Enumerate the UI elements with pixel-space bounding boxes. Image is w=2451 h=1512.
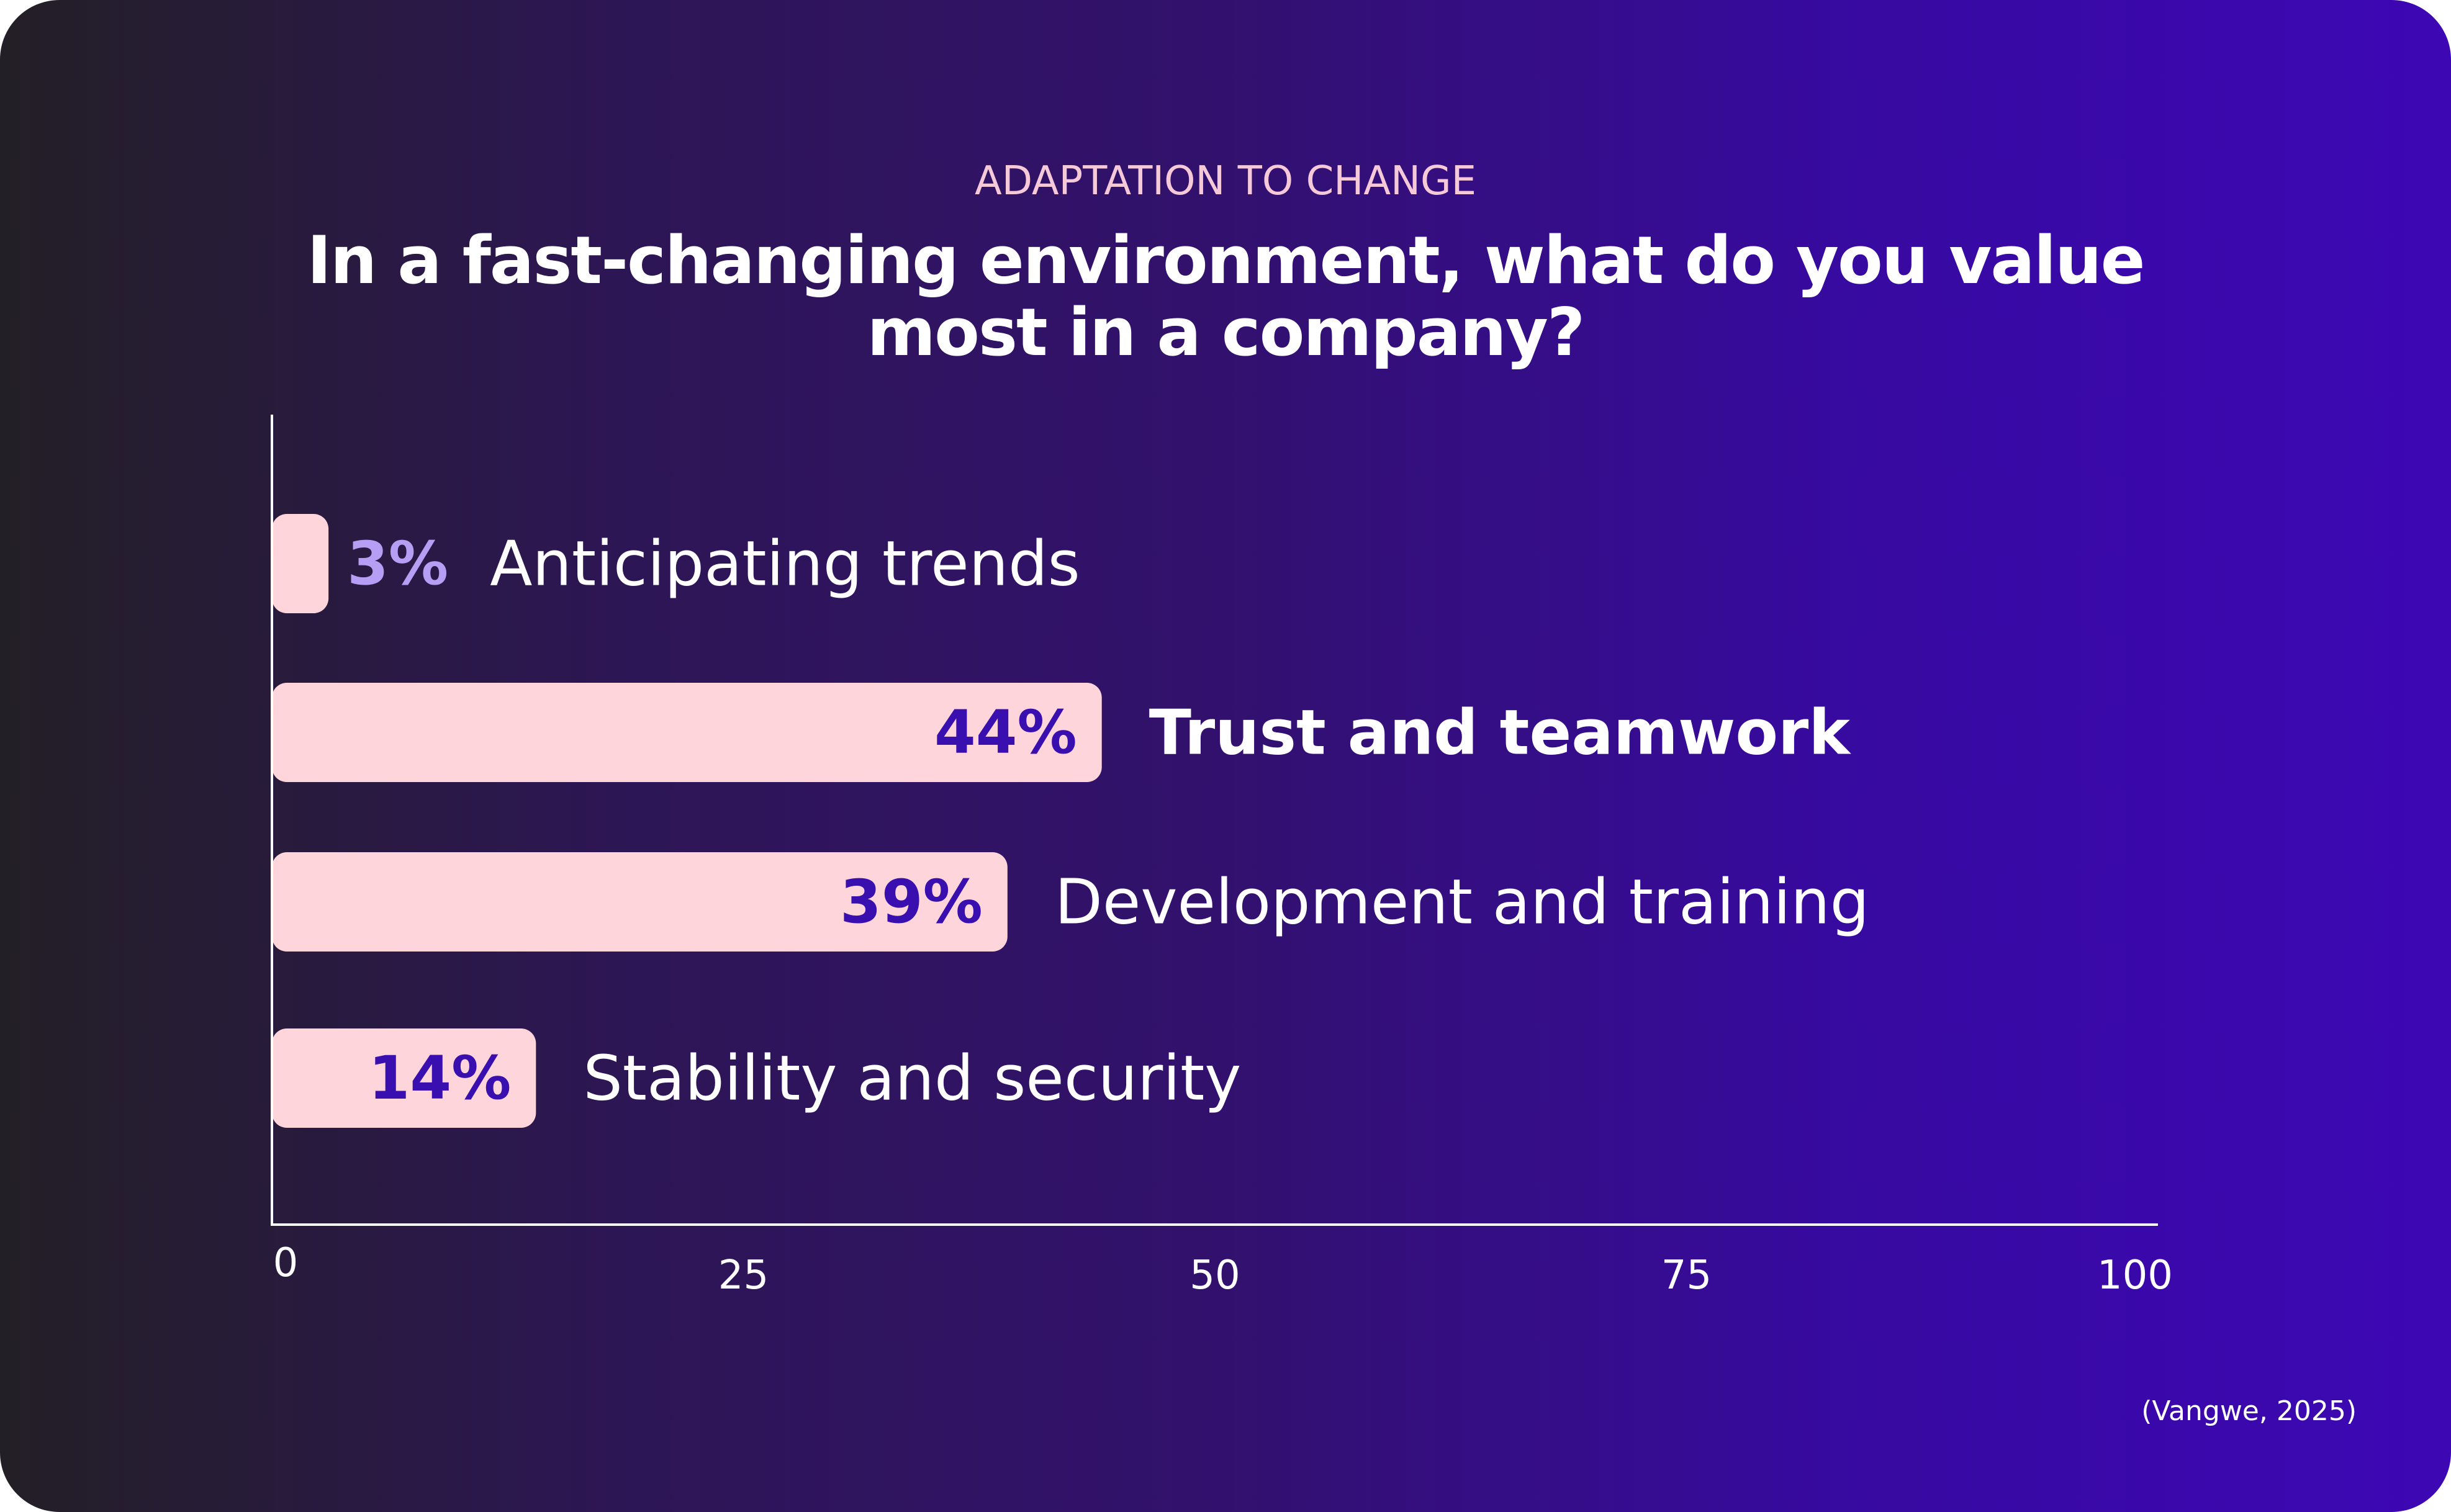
category-label-stability-and-security: Stability and security	[583, 1042, 1241, 1115]
value-label-development-and-training: 39%	[840, 867, 983, 937]
x-tick-label-50: 50	[1189, 1253, 1240, 1298]
x-tick-label-100: 100	[2097, 1253, 2173, 1298]
x-tick-label-25: 25	[718, 1253, 769, 1298]
value-label-anticipating-trends: 3%	[347, 529, 448, 598]
bars-layer	[272, 514, 1102, 1128]
value-label-stability-and-security: 14%	[369, 1043, 512, 1113]
chart-title: In a fast-changing environment, what do …	[307, 222, 2145, 371]
category-label-anticipating-trends: Anticipating trends	[490, 528, 1080, 600]
source-note: (Vangwe, 2025)	[2141, 1395, 2357, 1427]
bar-development-and-training	[272, 852, 1008, 952]
bar-anticipating-trends	[272, 514, 329, 613]
value-label-trust-and-teamwork: 44%	[934, 698, 1077, 767]
x-tick-label-0: 0	[273, 1240, 299, 1286]
chart-subtitle: ADAPTATION TO CHANGE	[974, 158, 1477, 204]
category-label-trust-and-teamwork: Trust and teamwork	[1149, 696, 1852, 769]
bar-trust-and-teamwork	[272, 683, 1102, 782]
x-tick-label-75: 75	[1661, 1253, 1712, 1298]
bar-stability-and-security	[272, 1028, 536, 1128]
x-tick-labels: 0 25 50 75 100	[273, 1240, 2173, 1298]
labels-layer: 3% Anticipating trends 44% Trust and teamwo…	[347, 528, 1869, 1115]
category-label-development-and-training: Development and training	[1055, 866, 1869, 938]
